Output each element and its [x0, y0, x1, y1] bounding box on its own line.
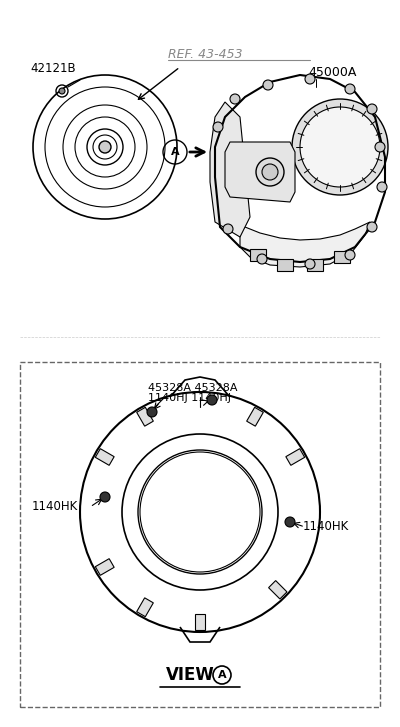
Circle shape [207, 395, 217, 405]
Circle shape [305, 74, 315, 84]
Bar [334, 251, 350, 263]
Bar [268, 581, 287, 599]
Polygon shape [240, 222, 370, 267]
Circle shape [367, 222, 377, 232]
Bar [95, 558, 114, 575]
Bar [250, 249, 266, 261]
Circle shape [256, 158, 284, 186]
Circle shape [367, 104, 377, 114]
Text: 1140HK: 1140HK [32, 500, 78, 513]
Bar [247, 407, 263, 426]
Text: 42121B: 42121B [30, 63, 76, 76]
Circle shape [99, 141, 111, 153]
Text: 45328A 45328A: 45328A 45328A [148, 383, 238, 393]
Text: REF. 43-453: REF. 43-453 [168, 49, 243, 62]
Circle shape [213, 122, 223, 132]
Circle shape [377, 182, 387, 192]
Text: VIEW: VIEW [166, 666, 214, 684]
Text: 45000A: 45000A [308, 66, 356, 79]
Bar [277, 259, 293, 271]
Circle shape [375, 142, 385, 152]
Circle shape [257, 254, 267, 264]
Circle shape [292, 99, 388, 195]
Text: 1140HJ 1140HJ: 1140HJ 1140HJ [148, 393, 231, 403]
Circle shape [138, 450, 262, 574]
Bar [137, 598, 153, 616]
Polygon shape [225, 142, 295, 202]
Circle shape [230, 94, 240, 104]
Circle shape [345, 250, 355, 260]
Circle shape [285, 517, 295, 527]
Circle shape [59, 88, 65, 94]
Text: A: A [171, 147, 179, 157]
Circle shape [263, 80, 273, 90]
Polygon shape [210, 102, 250, 237]
Bar [95, 449, 114, 465]
Circle shape [262, 164, 278, 180]
Bar [286, 449, 305, 465]
Bar [20, 362, 380, 707]
Circle shape [345, 84, 355, 94]
Text: 1140HK: 1140HK [303, 521, 349, 534]
Circle shape [223, 224, 233, 234]
Bar [307, 259, 323, 271]
Circle shape [100, 492, 110, 502]
Circle shape [147, 407, 157, 417]
Text: A: A [218, 670, 226, 680]
Bar [137, 407, 153, 426]
Circle shape [305, 259, 315, 269]
Circle shape [300, 107, 380, 187]
Bar [195, 614, 205, 630]
